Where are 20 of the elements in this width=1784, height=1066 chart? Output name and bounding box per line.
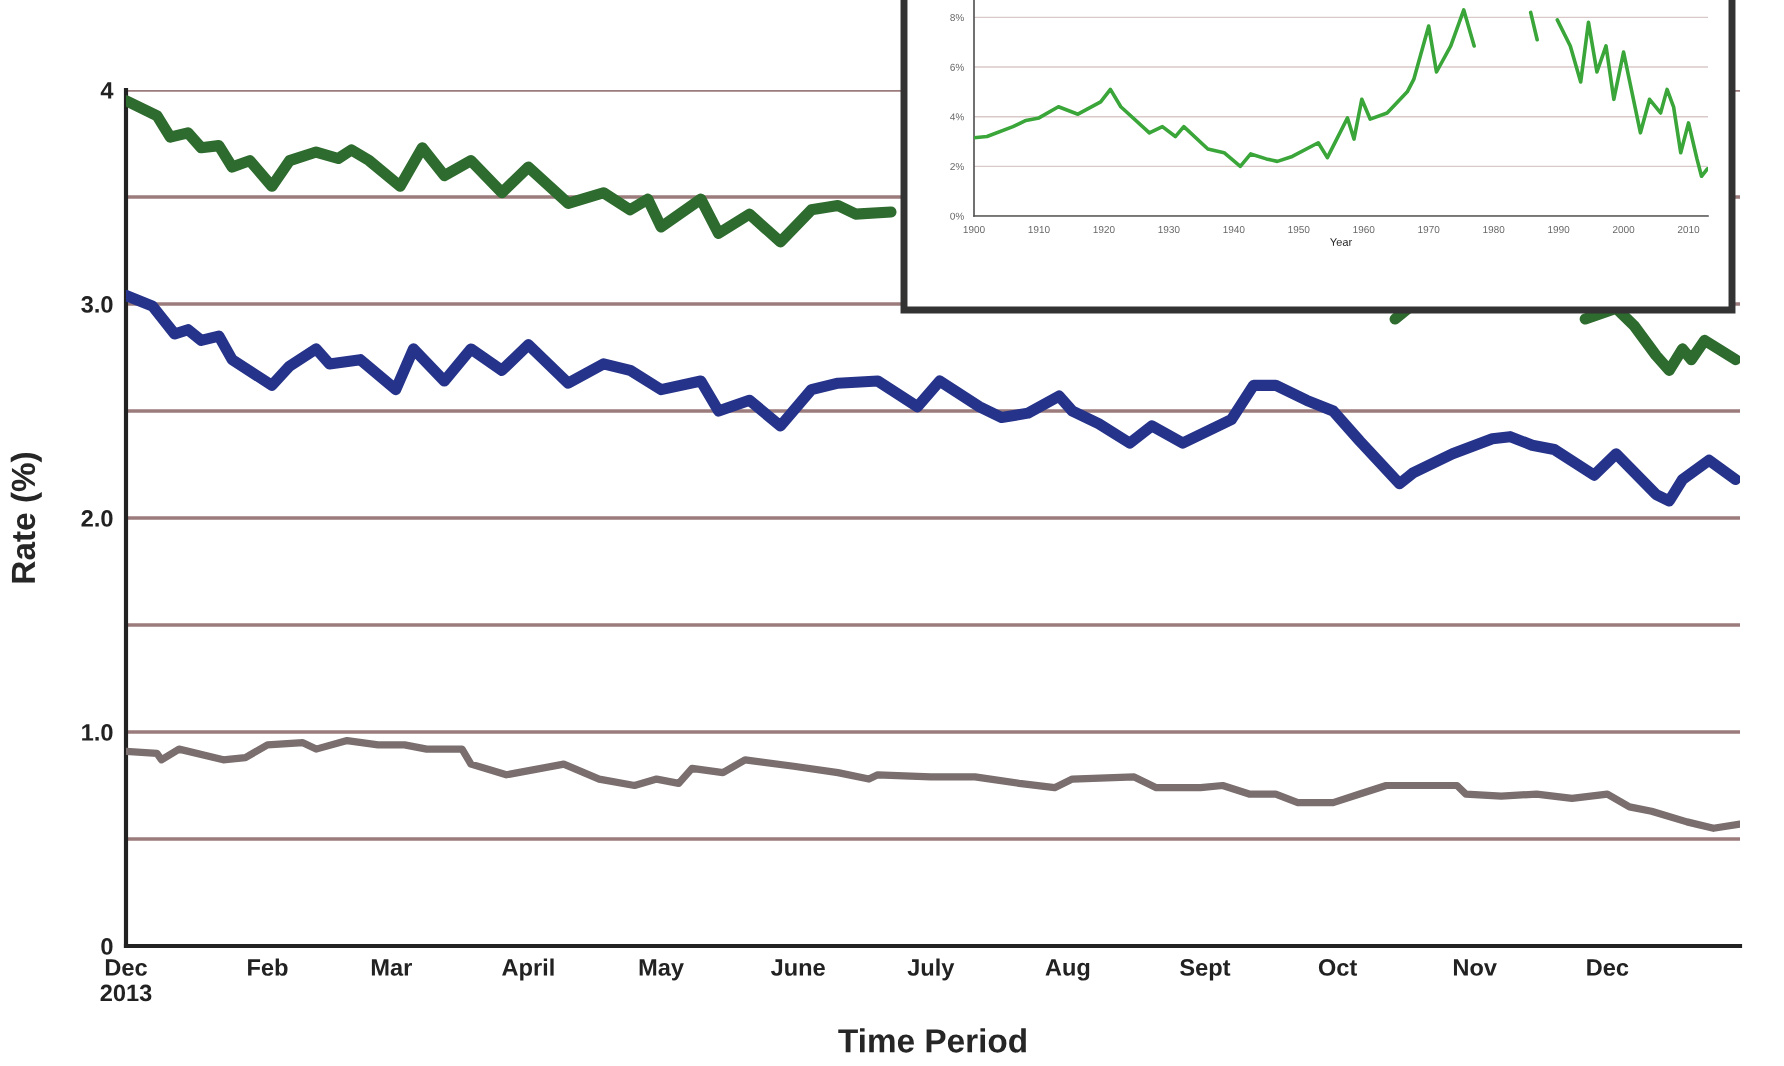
line-series xyxy=(126,736,1740,832)
x-tick-label: Dec 2013 xyxy=(100,959,152,1002)
x-tick-label: April xyxy=(502,958,554,981)
x-tick-label: Aug xyxy=(1045,959,1090,981)
x-axis-title: Time Period xyxy=(838,1028,1026,1053)
y-tick-label: 2.0 xyxy=(81,510,113,527)
x-tick-label: June xyxy=(770,959,825,976)
y-tick-label: 1.0 xyxy=(82,724,113,741)
y-axis-title: Rate (%) xyxy=(10,452,42,583)
x-tick-label: Sept xyxy=(1180,959,1231,981)
x-tick-label: Feb xyxy=(248,958,288,976)
x-tick-label: Nov xyxy=(1453,959,1497,976)
x-tick-label: July xyxy=(907,958,955,981)
x-tick-label: Dec xyxy=(1587,959,1629,976)
y-tick-label: 3.0 xyxy=(81,296,113,313)
x-tick-label: Mar xyxy=(371,959,412,976)
y-tick-label: 4 xyxy=(100,82,114,99)
x-tick-label: May xyxy=(639,959,684,981)
y-tick-label: 0 xyxy=(101,938,113,955)
x-tick-label: Oct xyxy=(1318,959,1357,976)
